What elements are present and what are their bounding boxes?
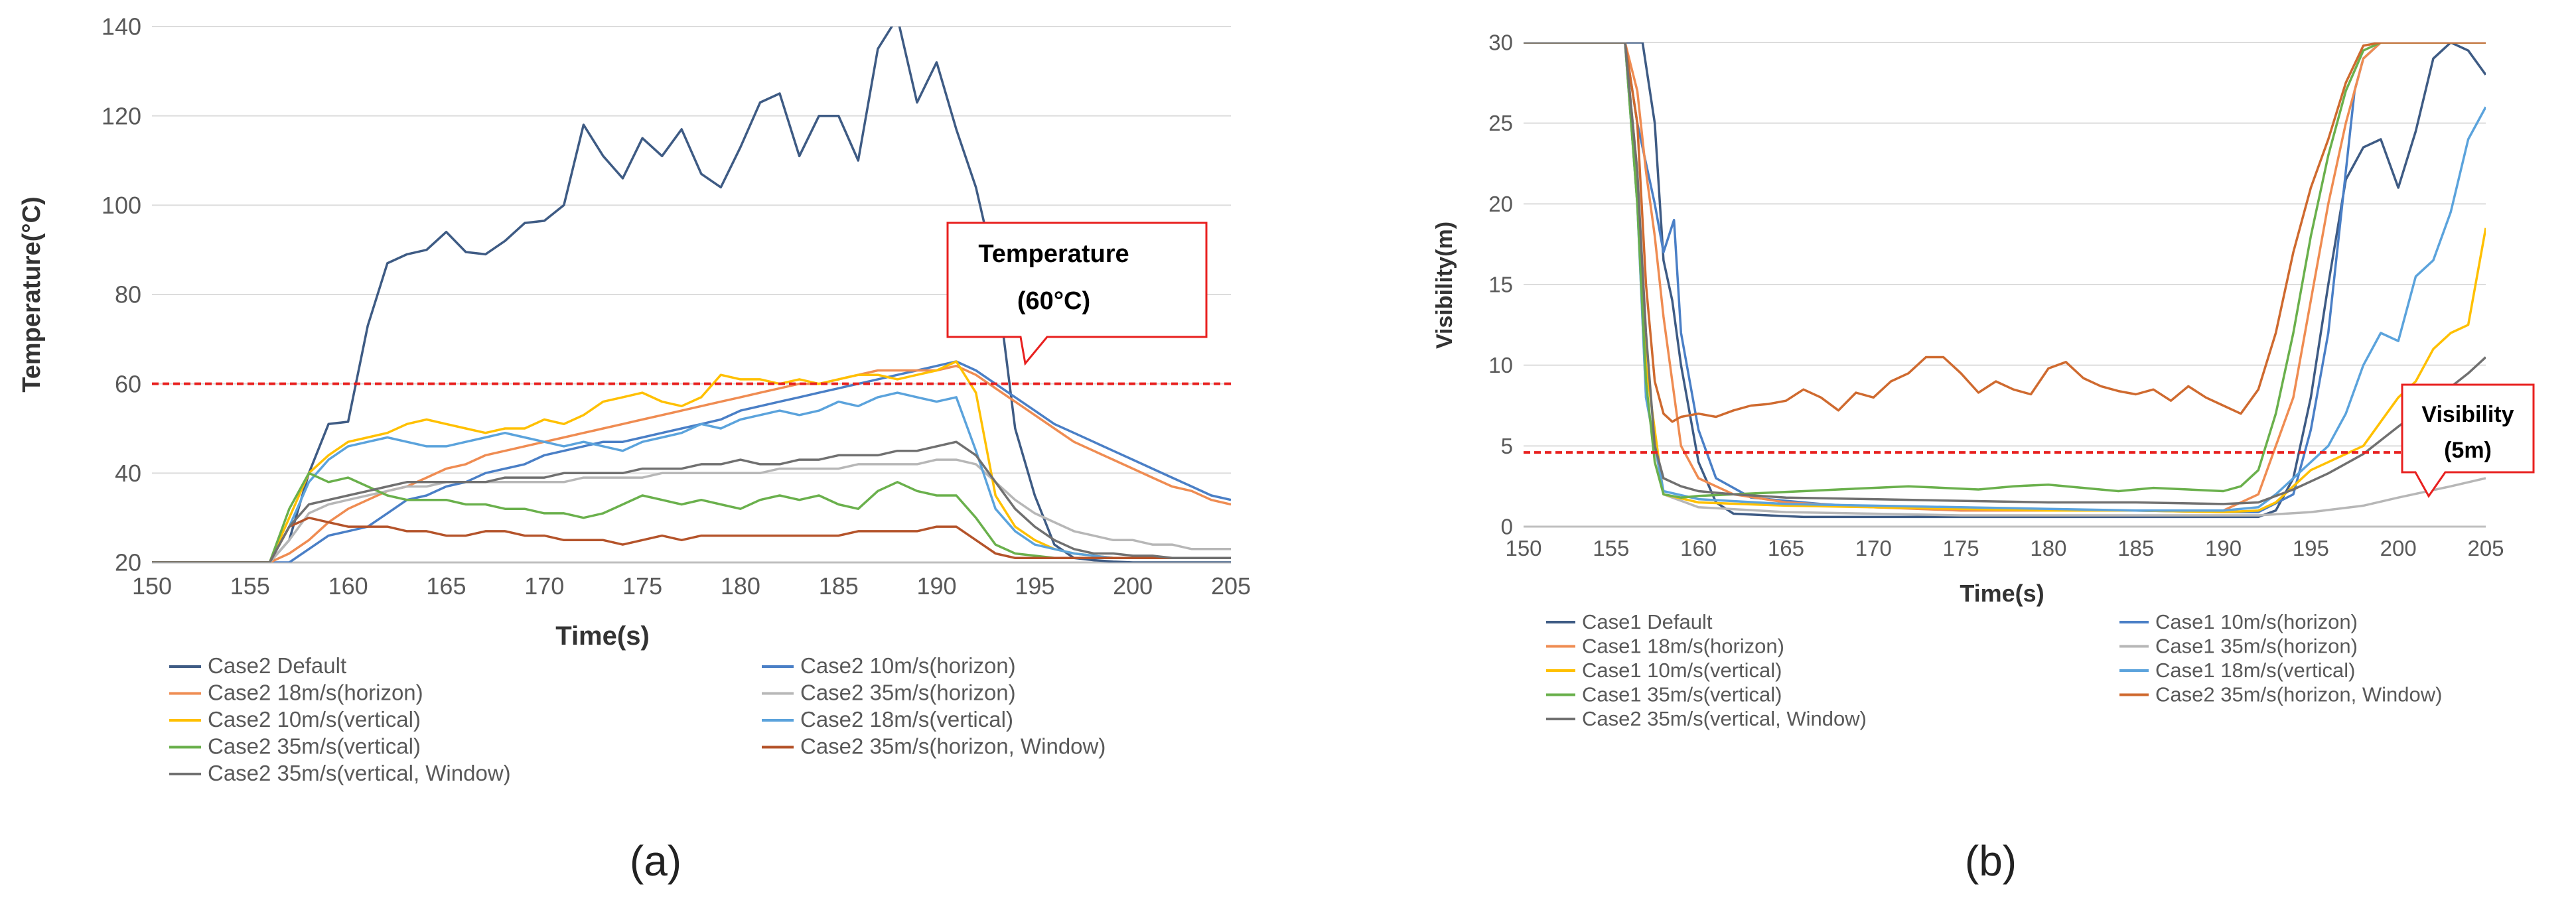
y-tick-label: 25 [1488, 111, 1513, 135]
x-tick-label: 200 [1113, 572, 1153, 600]
legend-label: Case2 18m/s(vertical) [800, 707, 1013, 732]
legend-label: Case2 Default [208, 653, 346, 678]
legend-label: Case2 35m/s(horizon, Window) [800, 734, 1106, 759]
threshold-callout: Visibility (5m) [2401, 383, 2535, 498]
legend-label: Case1 18m/s(horizon) [1582, 635, 1784, 658]
grid [1524, 42, 2486, 528]
series-line [152, 27, 1231, 562]
y-tick-label: 15 [1488, 273, 1513, 297]
callout-line-2: (5m) [2444, 438, 2492, 463]
tick-labels: 20 40 60 80 100 120 140 150 155 160 165 170 175 180 18… [102, 13, 1251, 600]
series-line [152, 360, 1231, 562]
x-tick-label: 165 [426, 572, 466, 600]
legend-label: Case2 35m/s(vertical) [208, 734, 421, 759]
y-tick-label: 20 [1488, 192, 1513, 216]
series-line [152, 364, 1231, 562]
x-tick-label: 205 [2467, 536, 2504, 560]
series-line [1524, 42, 2486, 505]
x-tick-label: 155 [230, 572, 270, 600]
y-tick-label: 100 [102, 192, 141, 219]
legend-label: Case2 35m/s(vertical, Window) [1582, 707, 1867, 730]
x-axis-title: Time(s) [1960, 580, 2044, 607]
x-tick-label: 190 [2205, 536, 2242, 560]
callout-line-1: Visibility [2421, 402, 2514, 427]
x-tick-label: 195 [2293, 536, 2329, 560]
legend-label: Case1 35m/s(vertical) [1582, 683, 1782, 706]
legend-label: Case1 35m/s(horizon) [2155, 635, 2358, 658]
x-tick-label: 170 [524, 572, 564, 600]
y-tick-label: 5 [1501, 434, 1513, 458]
series-line [152, 391, 1231, 562]
x-tick-label: 190 [917, 572, 957, 600]
legend-label: Case2 18m/s(horizon) [208, 681, 423, 705]
y-tick-label: 10 [1488, 353, 1513, 377]
panel-label: (b) [1965, 837, 2017, 885]
y-axis-title: Temperature(°C) [18, 196, 46, 392]
tick-labels: 0 5 10 15 20 25 30 150 155 160 165 170 175 180 185 190 1… [1488, 31, 2504, 560]
callout-box [2401, 383, 2535, 498]
y-tick-label: 80 [115, 281, 141, 308]
x-tick-label: 160 [328, 572, 368, 600]
x-tick-label: 160 [1680, 536, 1717, 560]
legend-label: Case2 35m/s(horizon, Window) [2155, 683, 2442, 706]
grid [152, 26, 1231, 564]
x-tick-label: 195 [1015, 572, 1054, 600]
x-tick-label: 175 [622, 572, 662, 600]
x-axis-title: Time(s) [555, 621, 650, 651]
x-tick-label: 185 [819, 572, 859, 600]
series-line [152, 516, 1231, 562]
panel-label: (a) [630, 837, 681, 885]
legend-label: Case1 18m/s(vertical) [2155, 659, 2355, 682]
legend-label: Case1 10m/s(horizon) [2155, 610, 2358, 633]
series-line [1524, 42, 2486, 512]
x-tick-label: 200 [2380, 536, 2417, 560]
callout-line-1: Temperature [978, 240, 1129, 268]
y-tick-label: 120 [102, 102, 141, 129]
temperature-chart: 20 40 60 80 100 120 140 150 155 160 165 170 175 180 18… [18, 13, 1251, 885]
y-tick-label: 30 [1488, 31, 1513, 55]
threshold-callout: Temperature (60°C) [946, 222, 1208, 366]
x-tick-label: 175 [1943, 536, 1979, 560]
y-tick-label: 140 [102, 13, 141, 40]
x-tick-label: 185 [2117, 536, 2154, 560]
series-line [1524, 42, 2486, 519]
visibility-chart: 0 5 10 15 20 25 30 150 155 160 165 170 175 180 185 190 1… [1432, 31, 2535, 885]
y-tick-label: 0 [1501, 515, 1513, 539]
series-line [152, 458, 1231, 562]
y-tick-label: 40 [115, 460, 141, 487]
series-line [152, 440, 1231, 562]
x-tick-label: 150 [132, 572, 172, 600]
callout-line-2: (60°C) [1017, 287, 1090, 315]
legend-label: Case2 10m/s(horizon) [800, 653, 1016, 678]
x-tick-label: 150 [1505, 536, 1541, 560]
legend: Case2 Default Case2 10m/s(horizon) Case2 1… [169, 653, 1106, 785]
series-line [1524, 42, 2486, 423]
y-axis-title: Visibility(m) [1432, 222, 1457, 349]
legend: Case1 Default Case1 10m/s(horizon) Case1 1… [1546, 610, 2442, 730]
legend-label: Case1 10m/s(vertical) [1582, 659, 1782, 682]
x-tick-label: 180 [2030, 536, 2066, 560]
x-tick-label: 165 [1768, 536, 1804, 560]
series-lines [152, 27, 1231, 562]
legend-label: Case2 35m/s(horizon) [800, 681, 1016, 705]
y-tick-label: 20 [115, 549, 141, 576]
series-line [1524, 42, 2486, 499]
legend-label: Case2 35m/s(vertical, Window) [208, 761, 511, 785]
y-tick-label: 60 [115, 370, 141, 397]
x-tick-label: 205 [1211, 572, 1251, 600]
callout-box [946, 222, 1208, 366]
x-tick-label: 170 [1855, 536, 1892, 560]
legend-label: Case1 Default [1582, 610, 1713, 633]
x-tick-label: 155 [1593, 536, 1629, 560]
series-lines [1524, 42, 2486, 519]
legend-label: Case2 10m/s(vertical) [208, 707, 421, 732]
x-tick-label: 180 [721, 572, 760, 600]
